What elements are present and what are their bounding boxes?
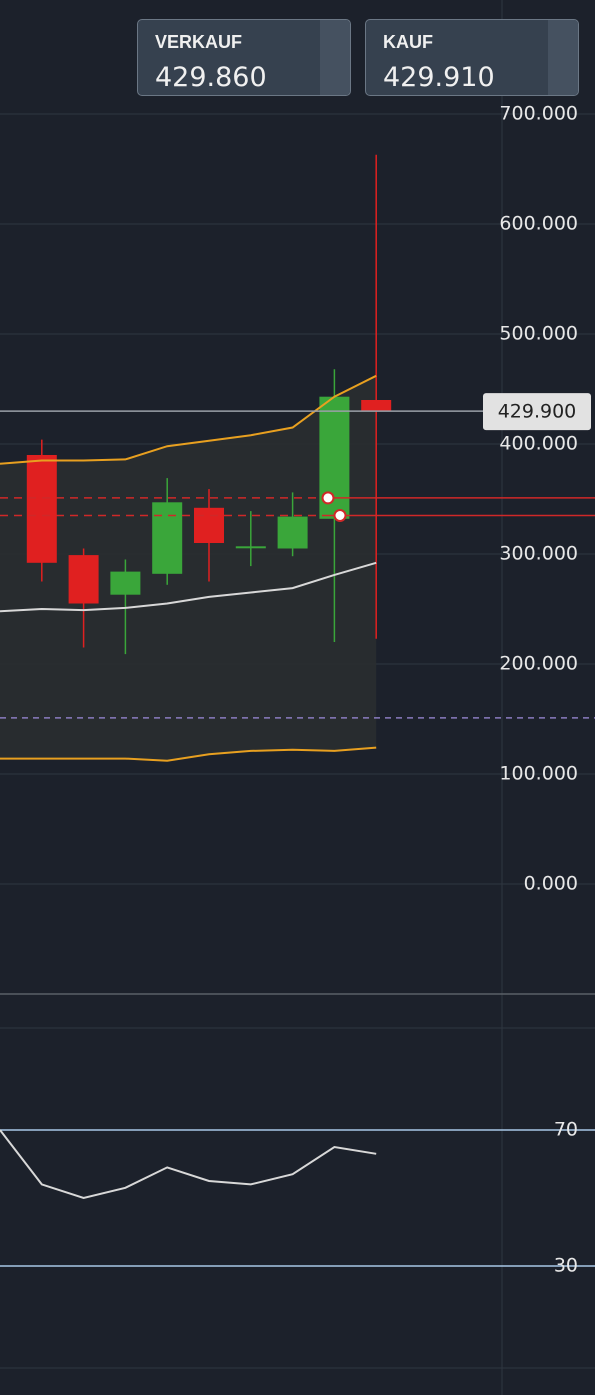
candle-body <box>277 516 308 549</box>
candle-body <box>152 502 183 574</box>
candle-body <box>361 400 392 411</box>
y-tick-label: 600.000 <box>499 213 578 235</box>
sell-label: VERKAUF <box>155 32 243 52</box>
y-tick-label: 700.000 <box>499 103 578 125</box>
sell-price: 429.860 <box>155 62 267 93</box>
indicator-line <box>0 374 377 465</box>
indicator-line <box>0 1129 377 1200</box>
y-tick-label: 300.000 <box>499 543 578 565</box>
buy-button[interactable]: KAUF 429.910 <box>365 19 579 96</box>
indicator-line <box>0 561 377 613</box>
candle-body <box>110 571 141 595</box>
candle-body <box>194 507 224 543</box>
indicator-line <box>0 746 377 762</box>
y-tick-label: 0.000 <box>524 873 578 895</box>
sell-button[interactable]: VERKAUF 429.860 <box>137 19 351 96</box>
buy-price: 429.910 <box>383 62 495 93</box>
y-tick-label: 500.000 <box>499 323 578 345</box>
y-tick-label: 70 <box>554 1119 578 1141</box>
price-tag <box>483 393 591 431</box>
band-area <box>0 375 377 761</box>
price-tag-label: 429.900 <box>498 401 577 423</box>
y-tick-label: 30 <box>554 1255 578 1277</box>
buy-label: KAUF <box>383 32 433 52</box>
candle-body <box>26 455 57 563</box>
candle-body <box>235 546 266 549</box>
order-marker <box>333 509 347 522</box>
y-tick-label: 100.000 <box>499 763 578 785</box>
order-marker <box>321 491 335 505</box>
y-tick-label: 200.000 <box>499 653 578 675</box>
candle-body <box>68 555 99 604</box>
y-tick-label: 400.000 <box>499 433 578 455</box>
